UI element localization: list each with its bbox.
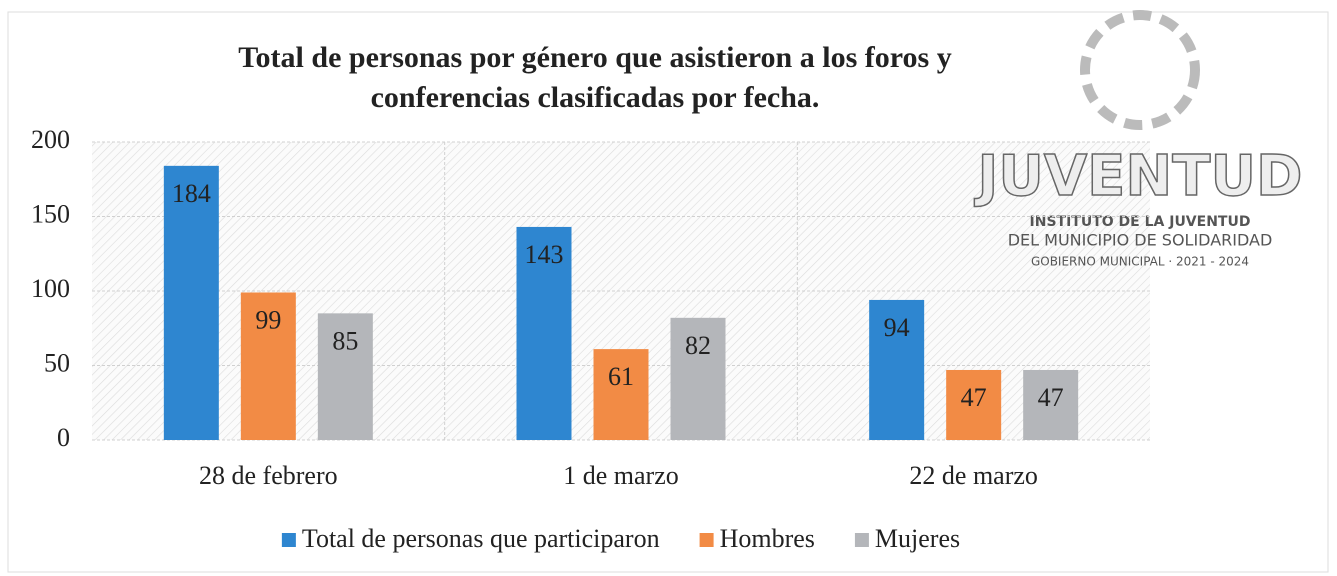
bar [240,292,296,440]
y-tick-label: 0 [57,423,70,452]
legend-swatch [854,533,869,547]
y-tick-label: 50 [44,348,70,377]
data-label: 47 [1038,383,1064,412]
bar [946,369,1002,440]
bar [317,313,373,440]
data-label: 94 [884,313,910,342]
logo-line: DEL MUNICIPIO DE SOLIDARIDAD [1008,231,1273,250]
y-tick-label: 200 [31,125,70,154]
legend-swatch [699,533,714,547]
chart-title: conferencias clasificadas por fecha. [371,81,820,114]
logo-line: INSTITUTO DE LA JUVENTUD [1030,214,1251,230]
chart-title: Total de personas por género que asistie… [238,41,951,74]
data-label: 47 [961,383,987,412]
legend-label: Hombres [720,524,815,553]
data-label: 184 [172,179,211,208]
x-tick-label: 28 de febrero [199,461,338,490]
y-tick-label: 150 [31,199,70,228]
logo: JUVENTUD INSTITUTO DE LA JUVENTUD DEL MU… [973,10,1303,269]
logo-mark [1080,10,1200,130]
y-tick-label: 100 [31,274,70,303]
legend-swatch [281,533,296,547]
bar [869,299,925,440]
data-label: 99 [255,305,281,334]
logo-name: JUVENTUD [974,144,1303,209]
legend-label: Total de personas que participaron [302,524,660,553]
frame [7,11,1329,573]
bar [670,317,726,440]
bar [1023,369,1079,440]
x-tick-label: 22 de marzo [909,461,1038,490]
data-label: 143 [525,240,564,269]
logo-line: GOBIERNO MUNICIPAL · 2021 - 2024 [1031,255,1249,269]
bar [163,165,219,440]
data-label: 61 [608,362,634,391]
data-label: 85 [332,326,358,355]
bar [516,226,572,440]
x-tick-label: 1 de marzo [563,461,679,490]
bar [593,349,649,440]
legend-label: Mujeres [875,524,960,553]
data-label: 82 [685,331,711,360]
